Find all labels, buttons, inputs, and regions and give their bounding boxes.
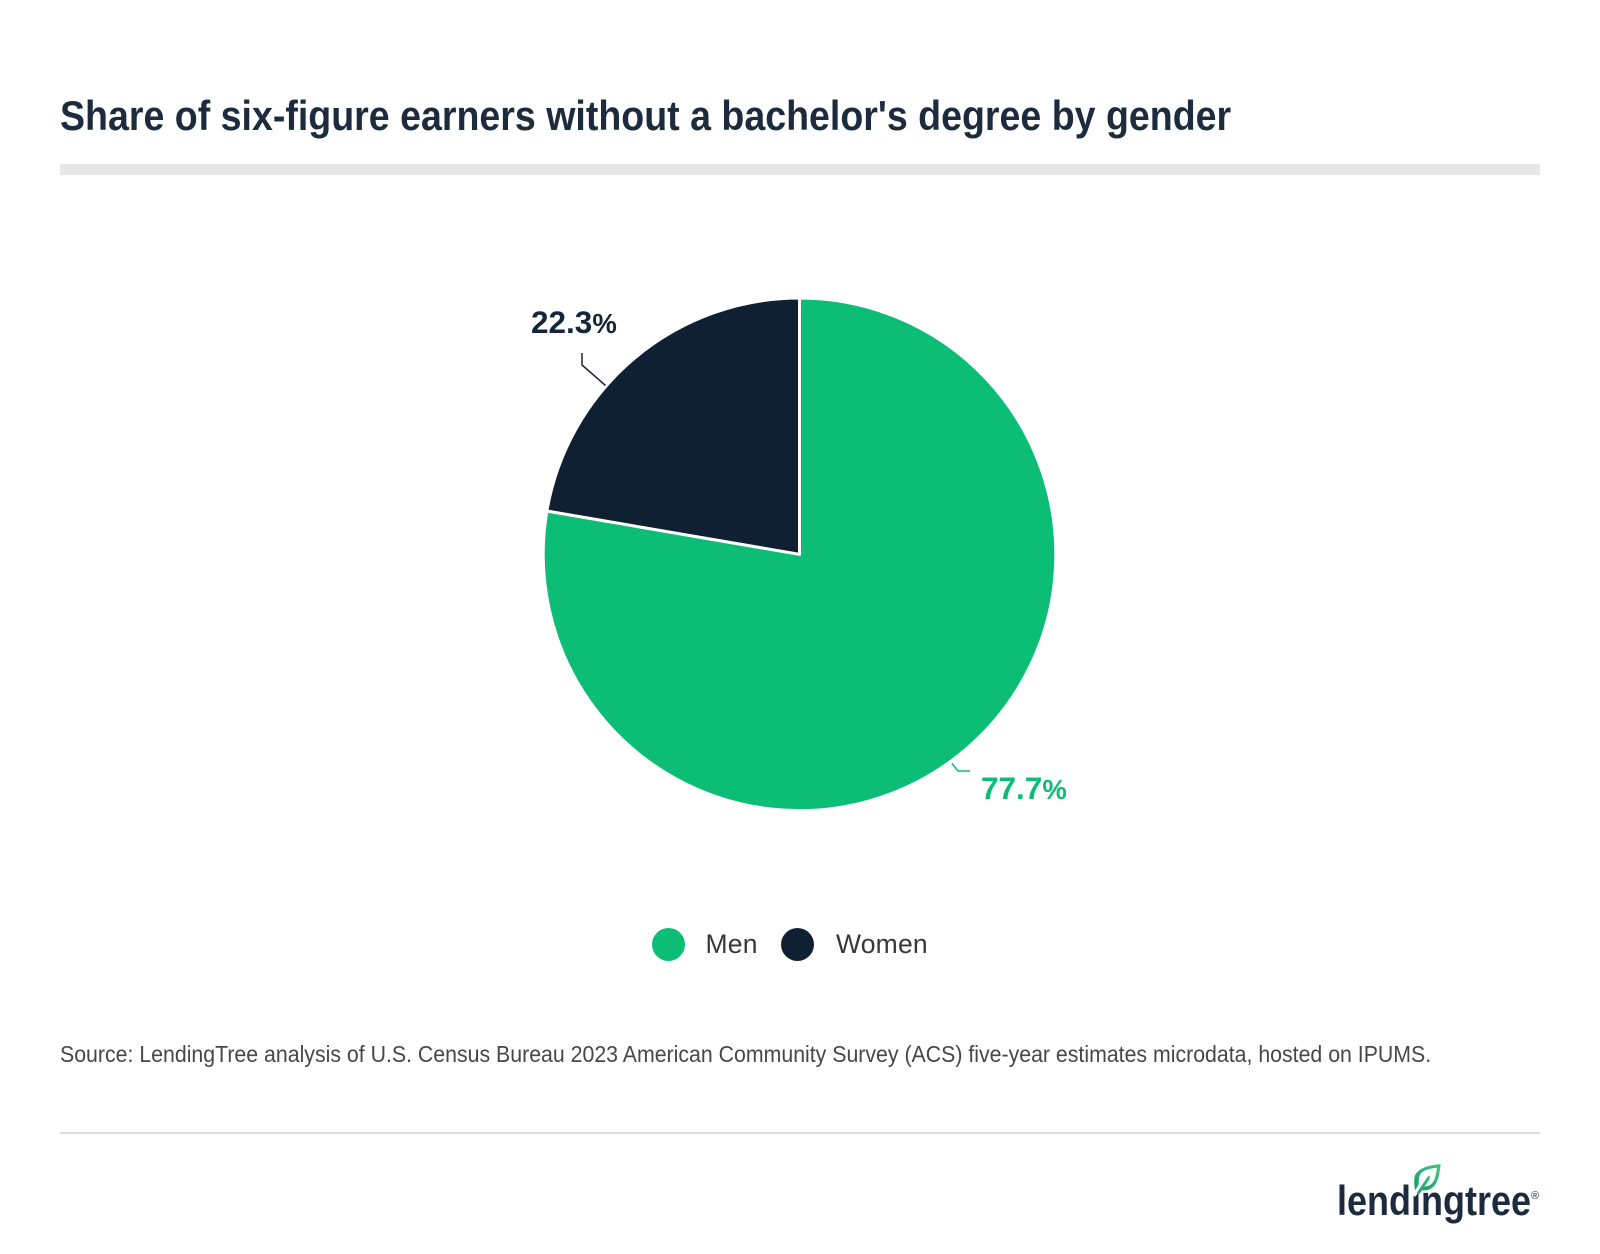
svg-text:®: ® [1531,1190,1539,1202]
